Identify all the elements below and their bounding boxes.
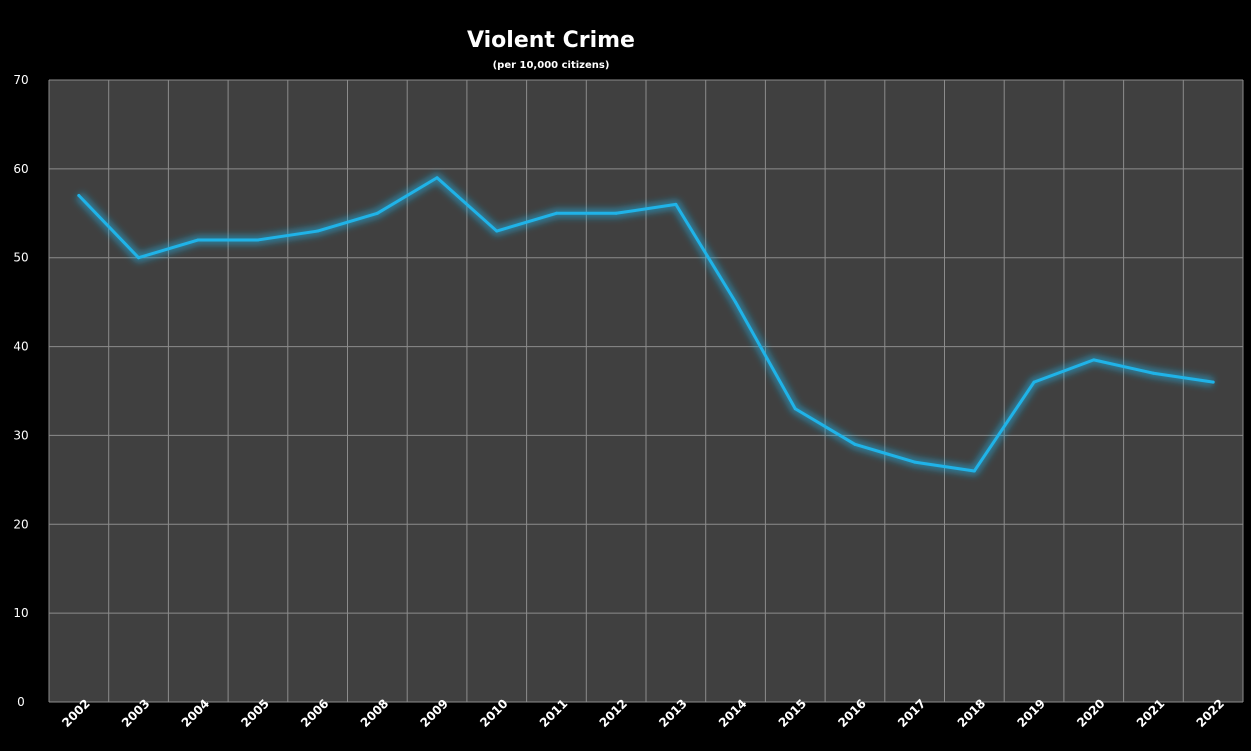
data-point (196, 238, 200, 242)
data-point (375, 211, 379, 215)
y-tick-label: 70 (13, 73, 28, 87)
data-point (913, 460, 917, 464)
data-point (734, 300, 738, 304)
y-tick-label: 40 (13, 340, 28, 354)
data-point (1092, 358, 1096, 362)
chart-title: Violent Crime (467, 28, 635, 53)
y-tick-label: 10 (13, 606, 28, 620)
y-tick-label: 50 (13, 251, 28, 265)
data-point (137, 256, 141, 260)
data-point (256, 238, 260, 242)
data-point (1151, 371, 1155, 375)
data-point (435, 176, 439, 180)
data-point (77, 194, 81, 198)
y-axis-ticks: 0 10 20 30 40 50 60 70 (13, 73, 28, 709)
data-point (614, 211, 618, 215)
data-point (674, 202, 678, 206)
data-point (972, 469, 976, 473)
data-point (316, 229, 320, 233)
series-line (77, 176, 1215, 473)
grid-lines (48, 79, 1244, 703)
data-point (495, 229, 499, 233)
data-point (793, 407, 797, 411)
y-tick-label: 20 (13, 517, 28, 531)
y-tick-label: 0 (17, 695, 25, 709)
series-layer (75, 173, 1215, 476)
chart-subtitle: (per 10,000 citizens) (493, 60, 610, 71)
data-point (554, 211, 558, 215)
y-tick-label: 30 (13, 428, 28, 442)
data-point (1211, 380, 1215, 384)
data-point (1032, 380, 1036, 384)
data-point (853, 442, 857, 446)
y-tick-label: 60 (13, 162, 28, 176)
